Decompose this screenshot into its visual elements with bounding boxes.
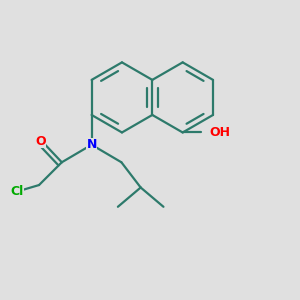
Text: N: N — [86, 138, 97, 151]
Text: OH: OH — [210, 126, 231, 139]
Text: Cl: Cl — [11, 185, 24, 198]
Text: O: O — [35, 135, 46, 148]
